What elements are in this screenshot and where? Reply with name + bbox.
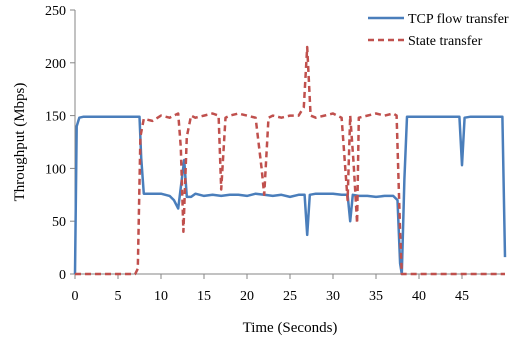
state-transfer-line — [75, 45, 505, 276]
legend-label: TCP flow transfer — [408, 12, 509, 27]
x-tick-label: 35 — [369, 289, 383, 304]
x-tick-label: 5 — [115, 289, 122, 304]
y-tick-label: 0 — [59, 268, 66, 283]
x-tick-label: 45 — [455, 289, 469, 304]
y-tick-label: 50 — [52, 215, 66, 230]
x-tick-label: 10 — [154, 289, 168, 304]
tcp-flow-transfer-line — [73, 115, 507, 276]
legend-label: State transfer — [408, 34, 483, 49]
x-tick-label: 20 — [240, 289, 254, 304]
x-tick-label: 15 — [197, 289, 211, 304]
legend: TCP flow transfer State transfer — [368, 12, 509, 49]
x-axis-title: Time (Seconds) — [243, 320, 338, 336]
y-tick-label: 100 — [45, 162, 66, 177]
y-tick-label: 200 — [45, 57, 66, 72]
series-layer — [73, 45, 507, 276]
axes: 0 50 100 150 200 250 0 5 10 15 20 25 30 35 40 45 — [45, 4, 505, 304]
x-tick-label: 40 — [412, 289, 426, 304]
y-tick-label: 250 — [45, 4, 66, 19]
y-axis-title: Throughput (Mbps) — [12, 83, 28, 202]
x-tick-label: 0 — [72, 289, 79, 304]
x-tick-label: 30 — [326, 289, 340, 304]
x-tick-label: 25 — [283, 289, 297, 304]
y-tick-label: 150 — [45, 110, 66, 125]
